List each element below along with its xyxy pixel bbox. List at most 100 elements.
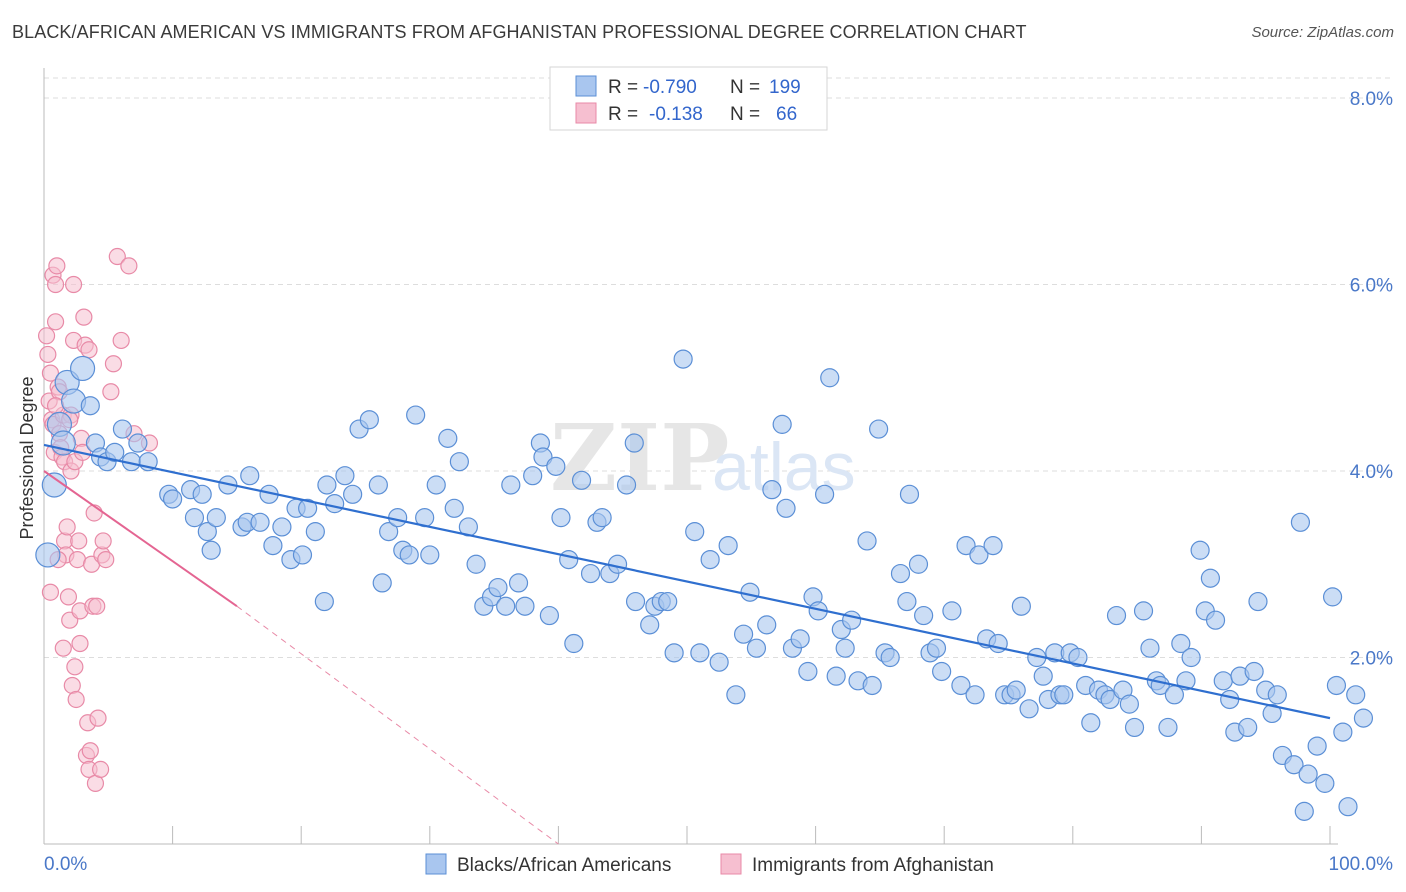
black-point-129 [956, 535, 976, 556]
afghanistan-point-21 [59, 588, 78, 606]
afghanistan-point-41 [81, 742, 99, 760]
black-point-62 [496, 596, 516, 616]
black-point-28 [250, 512, 270, 532]
black-point-118 [880, 647, 900, 668]
black-point-182 [1290, 512, 1311, 532]
black-point-35 [298, 498, 318, 518]
black-point-123 [914, 605, 934, 626]
black-point-145 [1054, 685, 1074, 705]
black-point-45 [372, 573, 392, 593]
black-point-34 [292, 545, 313, 565]
afghanistan-point-9 [46, 275, 65, 294]
legend-r-label-2: R = [608, 104, 638, 125]
black-point-164 [1176, 671, 1196, 691]
black-point-109 [826, 666, 846, 686]
black-point-169 [1205, 610, 1226, 630]
black-point-107 [815, 484, 835, 504]
black-point-185 [1307, 736, 1327, 756]
black-point-93 [718, 535, 738, 556]
bottom-legend: Blacks/African Americans Immigrants from… [425, 853, 994, 876]
black-point-0 [35, 542, 61, 568]
black-point-80 [616, 475, 637, 495]
black-point-91 [700, 549, 720, 570]
black-point-175 [1244, 661, 1264, 682]
black-point-68 [533, 447, 553, 467]
black-point-192 [1353, 708, 1374, 728]
x-tick-label-1: 100.0% [1329, 854, 1394, 875]
black-point-82 [625, 591, 646, 612]
black-point-38 [317, 475, 337, 495]
black-point-20 [192, 484, 212, 504]
black-point-11 [105, 442, 125, 462]
black-point-158 [1140, 638, 1160, 658]
legend-n-label-1: N = [730, 77, 760, 98]
black-point-66 [523, 466, 543, 486]
black-point-30 [263, 535, 283, 556]
black-point-119 [890, 563, 911, 584]
black-point-174 [1238, 717, 1258, 738]
afghanistan-point-55 [112, 331, 130, 350]
black-point-114 [857, 531, 877, 551]
black-point-161 [1158, 717, 1178, 738]
black-point-95 [733, 624, 754, 644]
black-point-40 [335, 466, 355, 486]
black-point-77 [592, 508, 612, 528]
black-point-131 [969, 545, 989, 565]
black-point-19 [184, 508, 205, 528]
black-point-31 [272, 517, 292, 537]
black-point-87 [664, 643, 684, 663]
trend-lines [43, 443, 1331, 845]
black-point-101 [776, 498, 796, 518]
bottom-legend-swatch-blue [425, 853, 447, 875]
black-point-50 [406, 405, 426, 425]
y-tick-label-0: 2.0% [1350, 649, 1393, 670]
black-point-23 [206, 508, 226, 528]
black-point-178 [1262, 703, 1282, 724]
black-point-191 [1346, 685, 1366, 705]
trend-line-afghanistan-extension [236, 605, 559, 845]
watermark: ZIP atlas [550, 404, 856, 512]
legend-r-value-2: -0.138 [649, 104, 703, 125]
x-tick-labels: 0.0% 100.0% [44, 854, 1393, 875]
black-point-61 [488, 577, 508, 598]
afghanistan-point-52 [102, 383, 120, 401]
bottom-legend-label-blue: Blacks/African Americans [457, 855, 671, 876]
legend-r-value-1: -0.790 [643, 77, 697, 98]
trend-line-black [43, 443, 1331, 720]
black-point-46 [379, 522, 399, 542]
black-point-187 [1322, 587, 1343, 607]
black-point-184 [1294, 801, 1314, 821]
black-point-96 [740, 582, 760, 602]
black-point-39 [325, 494, 345, 514]
black-point-163 [1171, 633, 1191, 654]
black-point-98 [757, 615, 777, 635]
afghanistan-point-53 [104, 355, 123, 373]
black-point-89 [685, 522, 705, 542]
black-point-183 [1298, 764, 1318, 784]
afghanistan-point-30 [67, 690, 85, 709]
black-point-149 [1081, 713, 1101, 733]
black-point-153 [1106, 605, 1127, 626]
black-point-83 [640, 615, 660, 635]
black-point-74 [571, 470, 592, 490]
black-point-121 [899, 484, 920, 504]
black-point-166 [1190, 540, 1210, 560]
afghanistan-point-64 [80, 341, 98, 359]
series-afghanistan-points [37, 247, 159, 792]
bottom-legend-swatch-pink [720, 853, 742, 875]
source-label: Source: ZipAtlas.com [1251, 24, 1394, 41]
black-point-138 [1011, 596, 1031, 616]
legend-n-label-2: N = [730, 104, 760, 125]
legend-swatch-pink [575, 102, 597, 124]
black-point-112 [842, 610, 862, 630]
black-point-36 [305, 522, 325, 542]
black-point-49 [399, 545, 419, 565]
black-point-181 [1284, 755, 1304, 775]
black-point-72 [559, 549, 579, 570]
y-tick-label-3: 8.0% [1350, 89, 1393, 110]
black-point-92 [709, 652, 729, 672]
black-point-54 [438, 428, 458, 448]
black-point-55 [444, 498, 464, 518]
black-point-94 [726, 685, 746, 705]
